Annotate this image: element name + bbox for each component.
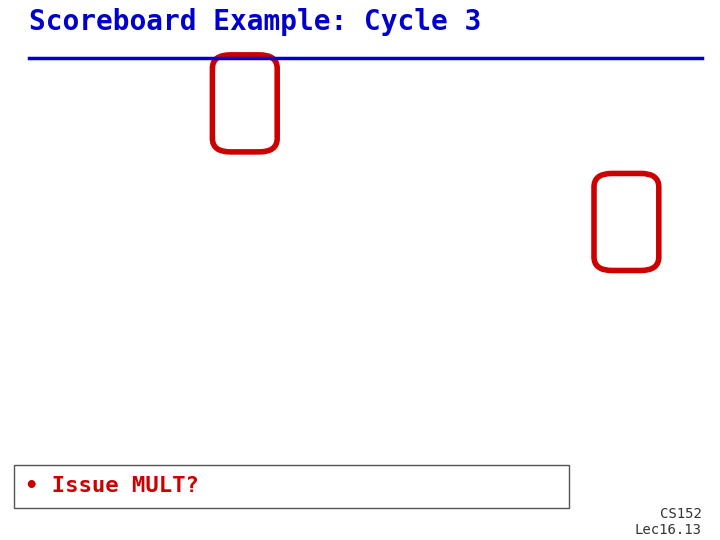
Text: • Issue MULT?: • Issue MULT? (25, 476, 199, 496)
FancyBboxPatch shape (212, 55, 277, 152)
Text: CS152
Lec16.13: CS152 Lec16.13 (635, 507, 702, 537)
FancyBboxPatch shape (594, 173, 659, 271)
Text: Scoreboard Example: Cycle 3: Scoreboard Example: Cycle 3 (29, 8, 481, 36)
FancyBboxPatch shape (14, 464, 569, 508)
